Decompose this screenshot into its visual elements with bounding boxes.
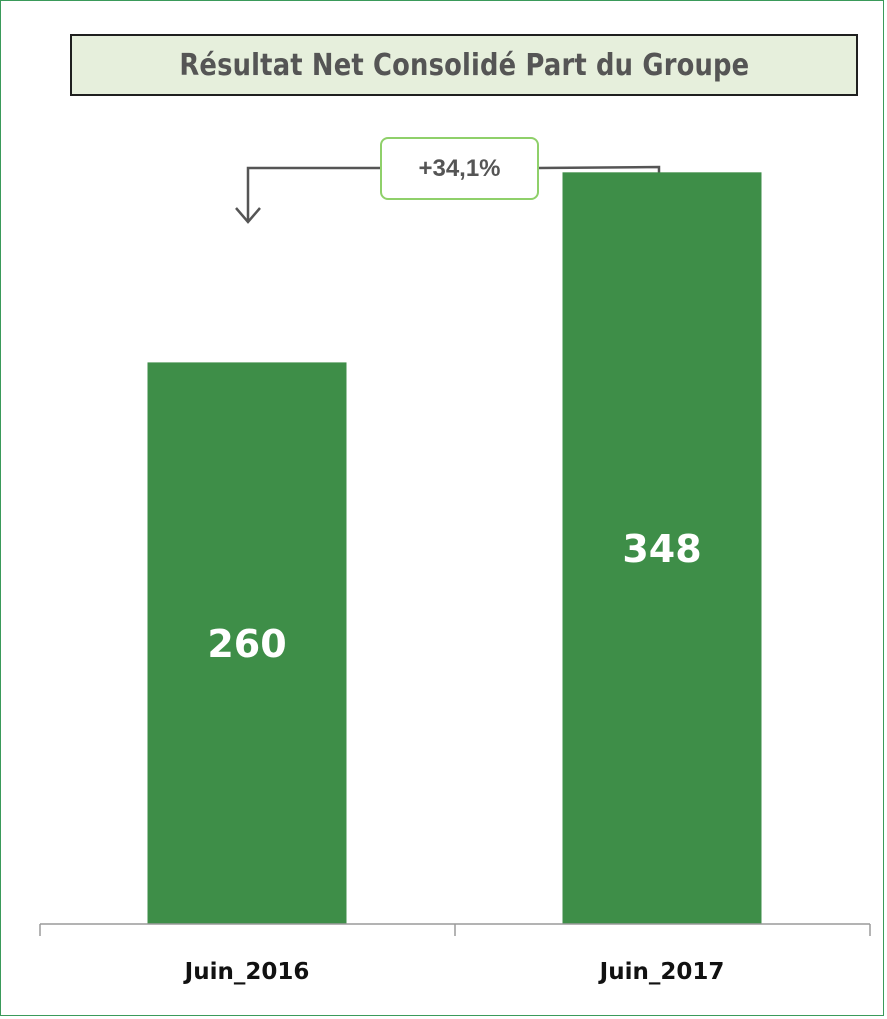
bar-value-label: 260 — [207, 622, 286, 666]
bar-juin_2016 — [147, 362, 347, 924]
chart-title: Résultat Net Consolidé Part du Groupe — [179, 47, 749, 83]
x-axis — [39, 923, 871, 936]
growth-bracket-left-line — [246, 166, 381, 222]
labels-group: 260 Juin_2016 348 Juin_2017 — [183, 527, 725, 985]
growth-badge: +34,1% — [380, 137, 539, 200]
bar-value-label: 348 — [622, 527, 701, 571]
x-tick-label: Juin_2016 — [183, 959, 310, 985]
growth-arrow-left-icon — [235, 207, 261, 224]
growth-label: +34,1% — [418, 154, 501, 182]
x-tick-label: Juin_2017 — [598, 959, 725, 985]
bar-juin_2017 — [562, 172, 762, 924]
title-box: Résultat Net Consolidé Part du Groupe — [70, 34, 858, 96]
bars-group — [147, 172, 762, 924]
